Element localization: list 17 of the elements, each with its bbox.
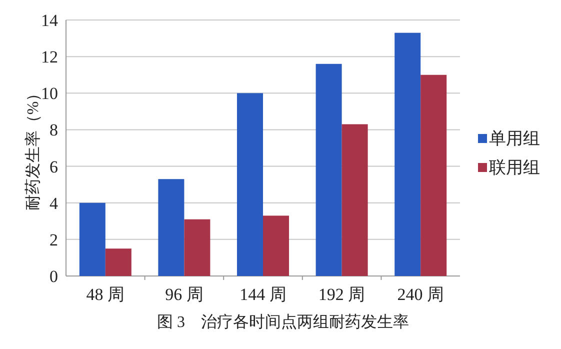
- xtick: 96 周: [165, 285, 204, 304]
- legend-label: 联用组: [489, 158, 540, 177]
- ytick: 14: [41, 11, 58, 30]
- ytick: 0: [50, 267, 58, 286]
- ytick: 10: [41, 84, 58, 104]
- title: 图 3 治疗各时间点两组耐药发生率: [157, 314, 409, 331]
- xtick: 192 周: [318, 285, 366, 304]
- legend-label: 单用组: [489, 129, 540, 148]
- ytick: 8: [50, 120, 58, 140]
- ytick: 4: [50, 194, 58, 213]
- ylabel: 耐药发生率（%）: [25, 85, 42, 211]
- ytick: 2: [50, 230, 58, 250]
- ytick: 6: [50, 157, 58, 176]
- xtick: 48 周: [86, 285, 125, 304]
- xtick: 144 周: [240, 285, 286, 304]
- ytick: 12: [41, 48, 58, 67]
- xtick: 240 周: [397, 285, 444, 304]
